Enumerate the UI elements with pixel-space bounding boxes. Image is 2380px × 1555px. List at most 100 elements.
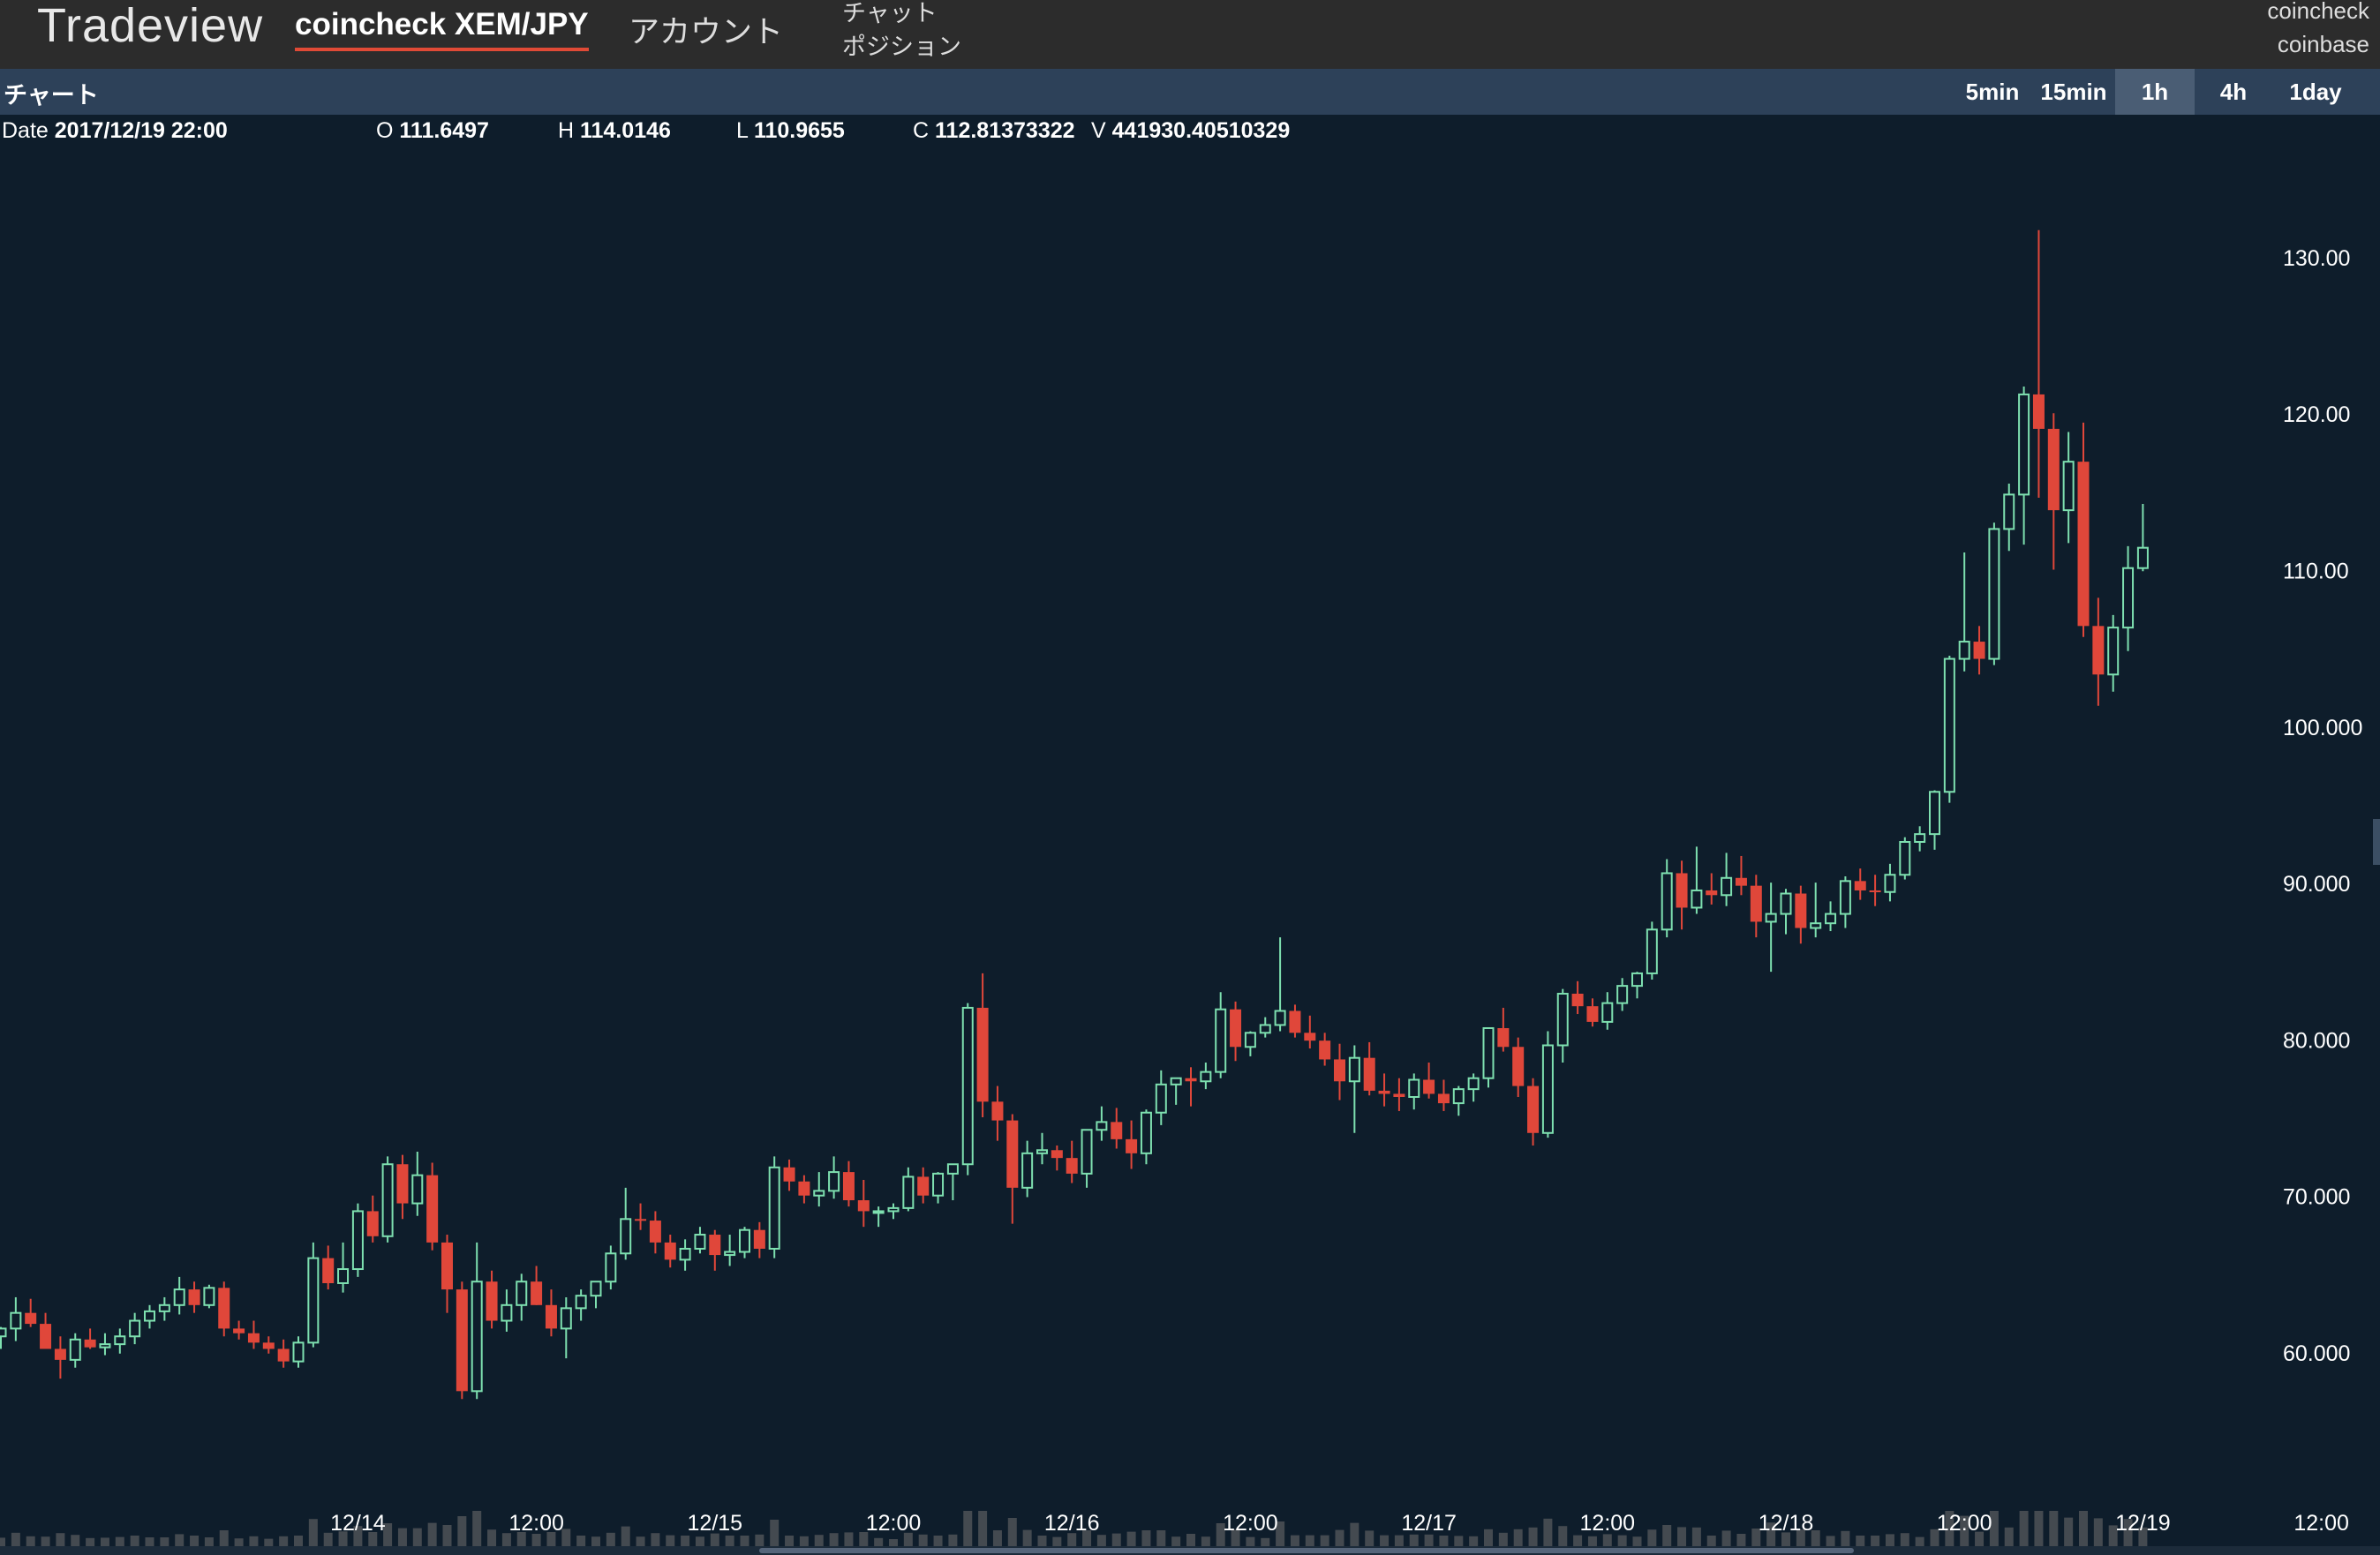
volume-bar xyxy=(948,1534,958,1546)
time-tick-label: 12:00 xyxy=(2293,1511,2349,1536)
volume-bar xyxy=(2079,1511,2088,1546)
volume-bar xyxy=(1096,1535,1106,1546)
ohlc-low: L 110.9655 xyxy=(736,118,845,144)
candle-body-up xyxy=(1721,876,1733,897)
volume-bar xyxy=(1573,1535,1583,1546)
candle-body-down xyxy=(2077,462,2090,627)
candle-body-down xyxy=(1304,1033,1316,1041)
volume-bar xyxy=(41,1536,50,1546)
candle-body-down xyxy=(2047,428,2060,511)
candle-body-up xyxy=(1541,1044,1554,1134)
candle-body-up xyxy=(1244,1032,1256,1048)
candle-body-up xyxy=(1929,791,1940,836)
volume-bar xyxy=(26,1536,35,1546)
price-axis-scroll-handle[interactable] xyxy=(2373,819,2380,865)
candle-body-up xyxy=(1943,657,1955,793)
candle-body-down xyxy=(753,1229,765,1249)
menu-item-chat[interactable]: チャット xyxy=(842,0,938,26)
volume-bar xyxy=(1796,1529,1805,1546)
candle-body-up xyxy=(1646,928,1658,974)
volume-bar xyxy=(1380,1535,1390,1546)
volume-bar xyxy=(1171,1536,1181,1546)
timeframe-4h-button[interactable]: 4h xyxy=(2219,79,2248,105)
candle-body-down xyxy=(917,1176,930,1196)
volume-bar xyxy=(249,1536,259,1546)
volume-bar xyxy=(1677,1527,1687,1546)
tab-account[interactable]: アカウント xyxy=(629,15,784,49)
candle-body-down xyxy=(1185,1078,1197,1082)
volume-bar xyxy=(2019,1511,2029,1546)
volume-bar xyxy=(472,1511,482,1546)
candle-body-up xyxy=(2107,627,2120,676)
low-label: L xyxy=(736,118,748,143)
candle-body-up xyxy=(605,1252,617,1283)
timeframe-15min-button[interactable]: 15min xyxy=(2040,79,2107,105)
volume-bar xyxy=(799,1536,809,1546)
timeframe-1h-button[interactable]: 1h xyxy=(2115,69,2195,115)
volume-bar xyxy=(710,1533,719,1546)
candle-body-down xyxy=(1706,890,1718,896)
candle-body-up xyxy=(129,1319,141,1338)
candle-body-up xyxy=(307,1257,320,1344)
price-tick-label: 130.00 xyxy=(2283,246,2350,271)
volume-bar xyxy=(1543,1518,1553,1546)
volume-bar xyxy=(1067,1533,1077,1546)
volume-bar xyxy=(666,1535,675,1546)
volume-bar xyxy=(889,1539,898,1546)
candle-body-down xyxy=(486,1281,498,1321)
volume-bar xyxy=(1498,1532,1508,1546)
volume-bar xyxy=(903,1532,913,1546)
volume-bar xyxy=(621,1526,630,1546)
volume-value: 441930.40510329 xyxy=(1111,118,1291,143)
candle-body-up xyxy=(1170,1077,1182,1085)
low-value: 110.9655 xyxy=(753,118,845,143)
ohlc-volume: V 441930.40510329 xyxy=(1091,118,1290,144)
candle-body-up xyxy=(337,1268,350,1284)
volume-bar xyxy=(740,1536,749,1546)
volume-bar xyxy=(695,1536,704,1546)
volume-bar xyxy=(115,1536,124,1546)
candle-body-up xyxy=(961,1006,974,1166)
candle-body-up xyxy=(1616,985,1629,1004)
volume-bar xyxy=(829,1533,839,1546)
volume-bar xyxy=(681,1536,690,1546)
candle-body-up xyxy=(1810,922,1822,929)
candle-body-down xyxy=(426,1175,439,1243)
time-scrollbar-thumb[interactable] xyxy=(759,1548,1854,1553)
volume-bar xyxy=(412,1528,422,1546)
timeframe-5min-button[interactable]: 5min xyxy=(1965,79,2020,105)
candle-body-up xyxy=(1467,1077,1480,1091)
timeframe-1day-button[interactable]: 1day xyxy=(2289,79,2342,105)
menu-item-position[interactable]: ポジション xyxy=(842,34,961,60)
candle-body-up xyxy=(1661,872,1673,931)
candle-body-up xyxy=(69,1338,81,1361)
app-logo[interactable]: Tradeview xyxy=(37,0,264,52)
candle-body-up xyxy=(1765,913,1777,923)
candle-body-down xyxy=(1497,1027,1510,1048)
volume-bar xyxy=(651,1533,660,1546)
exchange-coincheck[interactable]: coincheck xyxy=(2267,0,2369,24)
volume-bar xyxy=(204,1537,214,1546)
volume-bar xyxy=(1602,1534,1612,1546)
candle-body-up xyxy=(1914,833,1926,844)
candle-body-up xyxy=(739,1228,750,1253)
candle-body-up xyxy=(2018,393,2030,496)
volume-bar xyxy=(1305,1535,1314,1546)
tab-market[interactable]: coincheck XEM/JPY xyxy=(295,7,589,51)
volume-bar xyxy=(1052,1536,1062,1546)
candle-body-up xyxy=(2122,567,2135,629)
candle-body-down xyxy=(233,1328,245,1333)
volume-bar xyxy=(2138,1527,2148,1546)
candle-body-up xyxy=(694,1234,706,1250)
candle-body-up xyxy=(1691,889,1703,909)
volume-bar xyxy=(383,1523,393,1546)
candle-body-down xyxy=(2092,626,2105,675)
candle-body-up xyxy=(872,1210,885,1214)
volume-bar xyxy=(323,1532,333,1546)
time-scrollbar[interactable] xyxy=(0,1546,2380,1555)
volume-bar xyxy=(1350,1522,1359,1546)
exchange-coinbase[interactable]: coinbase xyxy=(2277,31,2369,57)
volume-bar xyxy=(1246,1536,1255,1546)
volume-bar xyxy=(844,1532,854,1546)
